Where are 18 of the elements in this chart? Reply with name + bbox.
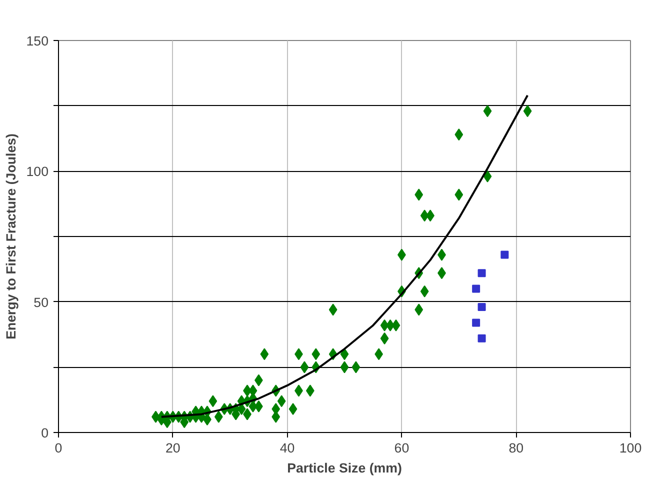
y-tick-label: 100 xyxy=(26,164,49,180)
y-tick-label: 150 xyxy=(26,34,49,48)
point xyxy=(500,250,509,259)
point xyxy=(472,284,480,293)
x-axis-title: Particle Size (mm) xyxy=(287,460,402,476)
x-tick-label: 80 xyxy=(508,440,524,456)
y-tick-label: 0 xyxy=(41,426,49,440)
point xyxy=(478,334,486,342)
x-tick-label: 0 xyxy=(54,440,62,456)
y-axis-title: Energy to First Fracture (Joules) xyxy=(3,134,18,340)
point xyxy=(478,269,486,278)
x-tick-label: 60 xyxy=(394,440,410,456)
point xyxy=(472,318,480,327)
x-tick-label: 100 xyxy=(619,440,642,456)
x-tick-label: 20 xyxy=(165,440,180,456)
point xyxy=(478,303,486,312)
y-tick-label: 50 xyxy=(34,294,49,310)
x-tick-label: 40 xyxy=(280,440,295,456)
